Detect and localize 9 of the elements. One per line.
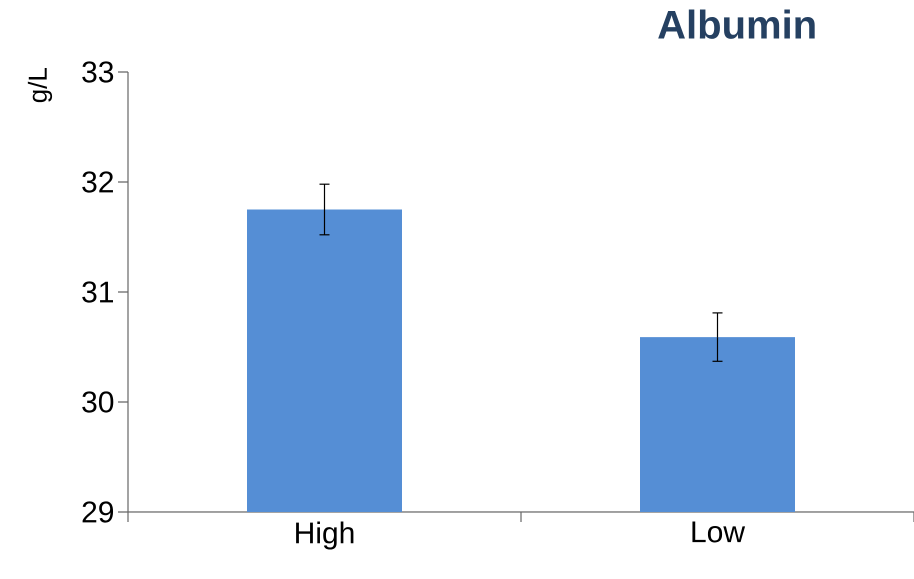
- y-tick-label: 30: [82, 391, 114, 413]
- x-tick-label: High: [296, 522, 354, 550]
- x-tick-label: Low: [692, 522, 746, 542]
- y-axis-title: g/L: [28, 68, 52, 102]
- y-tick-label: 32: [82, 171, 113, 193]
- y-tick-label: 33: [82, 61, 114, 83]
- chart-title: Albumin: [658, 10, 815, 39]
- y-tick-label: 31: [82, 281, 114, 303]
- y-tick-label: 29: [82, 501, 114, 523]
